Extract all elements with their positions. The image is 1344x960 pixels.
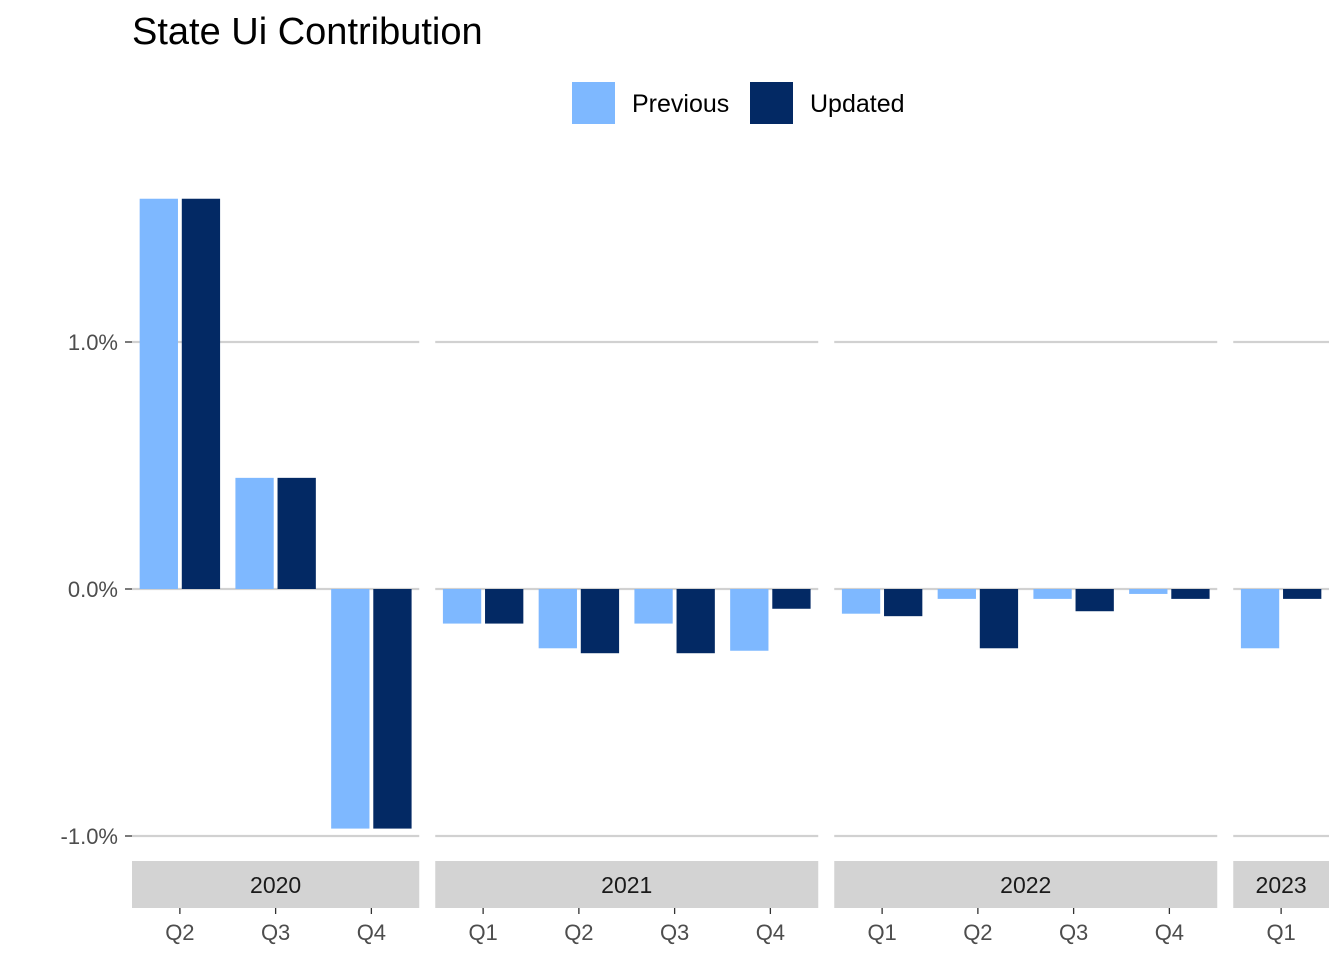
bar-2020-Q2-previous <box>139 198 178 590</box>
facet-strip <box>132 861 420 908</box>
bar-2022-Q2-updated <box>979 589 1019 649</box>
bar-2021-Q4-updated <box>772 589 811 609</box>
bar-2022-Q4-previous <box>1129 589 1168 594</box>
facet-strip-label: 2022 <box>1000 872 1051 898</box>
legend-key-updated <box>750 82 793 124</box>
bar-2021-Q4-previous <box>730 589 769 651</box>
facet-panel-2021: Q1 Q2 Q3 Q4 2021 <box>435 340 819 945</box>
y-tick-label: 1.0% <box>68 330 118 355</box>
bar-2021-Q2-previous <box>538 589 577 649</box>
x-tick-label: Q3 <box>660 920 689 945</box>
legend-label-updated: Updated <box>810 90 905 118</box>
bar-2022-Q3-previous <box>1033 589 1072 599</box>
bar-2022-Q3-updated <box>1075 589 1114 612</box>
bar-2022-Q4-updated <box>1171 589 1210 599</box>
y-axis: -1.0% 0.0% 1.0% <box>61 330 132 849</box>
bar-2020-Q4-updated <box>373 589 412 829</box>
bar-2021-Q1-previous <box>442 589 482 624</box>
bar-2023-Q1-updated <box>1283 589 1322 599</box>
bar-2020-Q3-previous <box>235 477 274 589</box>
x-tick-label: Q2 <box>564 920 593 945</box>
y-tick-label: -1.0% <box>61 824 118 849</box>
x-tick-label: Q1 <box>1266 920 1295 945</box>
x-tick-label: Q3 <box>1059 920 1088 945</box>
bar-2021-Q2-updated <box>580 589 620 654</box>
facet-strip-label: 2020 <box>250 872 301 898</box>
bar-2021-Q1-updated <box>485 589 524 624</box>
bar-2022-Q1-previous <box>841 589 881 614</box>
chart-title: State Ui Contribution <box>132 11 483 53</box>
facet-strip <box>435 861 819 908</box>
bar-2023-Q1-previous <box>1240 589 1280 649</box>
legend: Previous Updated <box>572 82 905 124</box>
x-tick-label: Q2 <box>165 920 194 945</box>
facet-strip-label: 2021 <box>601 872 652 898</box>
facet-strip-label: 2023 <box>1256 872 1307 898</box>
x-tick-label: Q1 <box>867 920 896 945</box>
bar-2022-Q2-previous <box>937 589 976 599</box>
bar-2022-Q1-updated <box>884 589 923 617</box>
legend-key-previous <box>572 82 615 124</box>
legend-label-previous: Previous <box>632 90 729 118</box>
facet-strip <box>834 861 1218 908</box>
bar-2020-Q4-previous <box>331 589 370 829</box>
facet-panels: Q2 Q3 Q4 2020 Q1 Q2 Q3 Q4 2021 Q1 Q2 Q3 Q4 2022 Q1 2023 <box>132 198 1329 945</box>
x-tick-label: Q4 <box>1155 920 1184 945</box>
bar-2021-Q3-updated <box>676 589 715 654</box>
facet-strip <box>1233 861 1329 908</box>
x-tick-label: Q3 <box>261 920 290 945</box>
y-tick-label: 0.0% <box>68 577 118 602</box>
x-tick-label: Q1 <box>468 920 497 945</box>
facet-panel-2023: Q1 2023 <box>1233 340 1329 945</box>
bar-2021-Q3-previous <box>634 589 673 624</box>
x-tick-label: Q2 <box>963 920 992 945</box>
x-tick-label: Q4 <box>756 920 785 945</box>
bar-2020-Q3-updated <box>277 477 316 589</box>
x-tick-label: Q4 <box>357 920 386 945</box>
facet-panel-2022: Q1 Q2 Q3 Q4 2022 <box>834 340 1218 945</box>
facet-panel-2020: Q2 Q3 Q4 2020 <box>132 198 420 945</box>
bar-2020-Q2-updated <box>181 198 221 590</box>
